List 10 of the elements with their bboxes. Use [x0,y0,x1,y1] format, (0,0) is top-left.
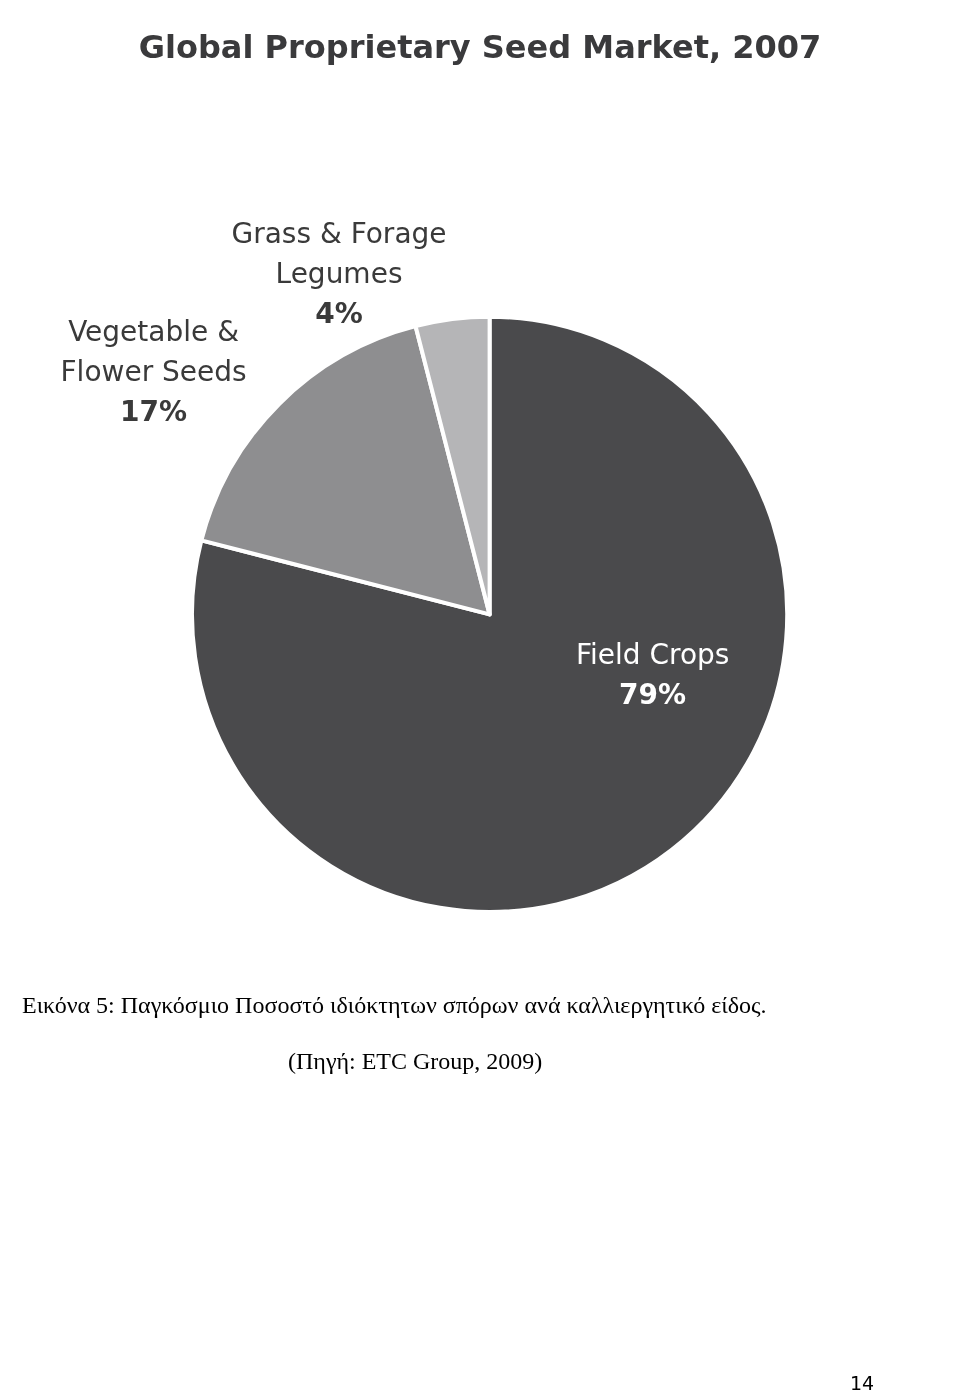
slice-label: Vegetable & Flower Seeds [60,314,247,388]
data-label: 17% [120,394,188,428]
data-label: 4% [315,297,363,331]
text: 14 [850,1372,875,1394]
data-label: 79% [619,677,687,711]
text: Εικόνα 5: Παγκόσμιο Ποσοστό ιδιόκτητων σπόρων ανά καλλιεργητικό είδος. [22,992,767,1019]
slice-label: Field Crops [575,637,730,671]
chart-title: Global Proprietary Seed Market, 2007 [138,28,822,66]
text: (Πηγή: ETC Group, 2009) [288,1048,543,1075]
slice-label: Grass & Forage Legumes [231,217,447,291]
